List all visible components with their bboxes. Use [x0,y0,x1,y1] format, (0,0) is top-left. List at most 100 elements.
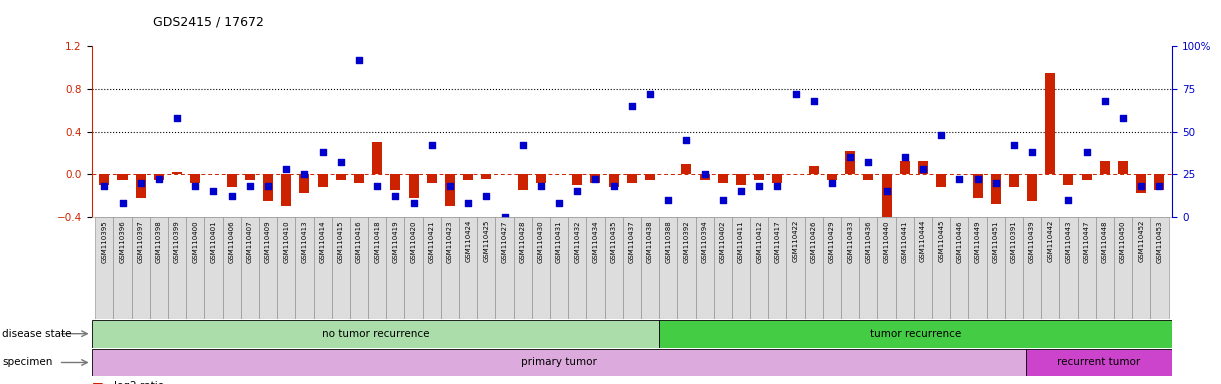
Text: GSM110437: GSM110437 [629,220,635,263]
Point [313,149,332,155]
Bar [827,174,836,180]
Text: primary tumor: primary tumor [520,358,597,367]
Point [858,159,878,166]
Bar [1060,217,1078,319]
Bar [937,174,946,187]
Bar [913,217,932,319]
Bar [186,217,204,319]
Point [913,166,933,172]
Bar [190,174,200,183]
Bar [1026,349,1172,376]
Text: GSM110421: GSM110421 [429,220,435,263]
Text: GSM110395: GSM110395 [101,220,107,263]
Bar [117,174,127,180]
Bar [768,217,786,319]
Text: GSM110398: GSM110398 [156,220,162,263]
Bar [95,217,114,319]
Point [1022,149,1042,155]
Bar [1150,217,1168,319]
Text: GSM110438: GSM110438 [647,220,653,263]
Text: GSM110416: GSM110416 [357,220,361,263]
Point [1077,149,1096,155]
Text: GSM110431: GSM110431 [556,220,562,263]
Bar [1100,161,1110,174]
Text: GSM110450: GSM110450 [1120,220,1126,263]
Bar [132,217,150,319]
Point [822,180,841,186]
Text: GSM110419: GSM110419 [392,220,398,263]
Bar [863,174,873,180]
Bar [990,174,1001,204]
Point [658,197,678,203]
Bar [1154,174,1165,190]
Text: GSM110447: GSM110447 [1084,220,1089,263]
Bar [532,217,549,319]
Bar [299,174,309,194]
Text: log2 ratio: log2 ratio [114,381,164,384]
Bar [263,174,274,201]
Bar [1078,217,1095,319]
Point [222,194,242,200]
Bar [549,217,568,319]
Text: GSM110422: GSM110422 [792,220,799,262]
Text: GSM110429: GSM110429 [829,220,835,263]
Bar [641,217,659,319]
Bar [1132,217,1150,319]
Point [186,183,205,189]
Bar [336,174,346,180]
Bar [459,217,477,319]
Text: GSM110402: GSM110402 [720,220,725,263]
Bar [1137,174,1147,194]
Text: GSM110415: GSM110415 [338,220,344,263]
Point [368,183,387,189]
Bar [444,174,455,206]
Bar [845,151,855,174]
Text: GSM110444: GSM110444 [919,220,926,262]
Bar [950,217,968,319]
Bar [496,217,514,319]
Text: GSM110436: GSM110436 [866,220,872,263]
Bar [350,217,368,319]
Bar [168,217,186,319]
Point [932,132,951,138]
Text: GSM110439: GSM110439 [1029,220,1035,263]
Bar [860,217,878,319]
Bar [972,174,983,198]
Text: GSM110430: GSM110430 [538,220,543,263]
Point [604,183,624,189]
Bar [99,174,110,185]
Point [112,200,132,206]
Bar [659,320,1172,348]
Bar [1118,161,1128,174]
Bar [773,174,783,183]
Bar [1082,174,1092,180]
Point [259,183,278,189]
Bar [154,174,164,180]
Point [294,171,314,177]
Bar [808,166,819,174]
Bar [918,161,928,174]
Point [1150,183,1170,189]
Bar [314,217,332,319]
Bar [878,217,896,319]
Bar [92,320,659,348]
Text: GSM110426: GSM110426 [811,220,817,263]
Text: GSM110396: GSM110396 [120,220,126,263]
Point [840,154,860,160]
Bar [659,217,678,319]
Text: GSM110394: GSM110394 [702,220,708,263]
Text: GSM110420: GSM110420 [410,220,416,263]
Text: GSM110441: GSM110441 [902,220,907,263]
Point [640,91,659,97]
Text: GSM110411: GSM110411 [737,220,744,263]
Text: tumor recurrence: tumor recurrence [871,329,961,339]
Bar [645,174,654,180]
Point [731,188,751,194]
Bar [391,174,400,190]
Text: GSM110391: GSM110391 [1011,220,1017,263]
Text: GSM110448: GSM110448 [1101,220,1107,263]
Bar [714,217,731,319]
Bar [317,174,327,187]
Bar [172,172,182,174]
Text: GSM110446: GSM110446 [956,220,962,263]
